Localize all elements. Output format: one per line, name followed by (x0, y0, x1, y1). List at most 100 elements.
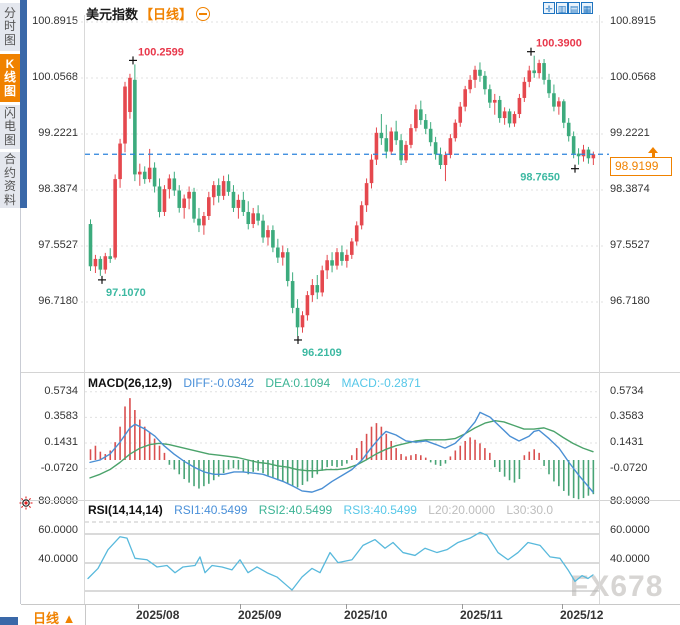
x-axis-line (21, 604, 680, 605)
rsi-line (87, 531, 594, 591)
candle-body (335, 252, 339, 266)
x-axis-month-label: 2025/12 (560, 608, 604, 622)
candle-body (354, 225, 359, 242)
rsi3-value: RSI3:40.5499 (343, 503, 417, 517)
candle-body (325, 260, 329, 271)
candle-body (468, 79, 472, 90)
candle-body (527, 70, 532, 82)
price-label: 100.8915 (610, 15, 656, 28)
candle-body (256, 213, 260, 221)
sidebar-tab-1[interactable]: 分时图 (0, 3, 20, 51)
candle-body (453, 122, 458, 139)
macd-header: MACD(26,12,9) DIFF:-0.0342 DEA:0.1094 MA… (88, 376, 421, 390)
macd-macd-value: MACD:-0.2871 (341, 376, 421, 390)
candle-body (202, 215, 206, 226)
panel-separator-macd-rsi (21, 500, 680, 501)
x-axis-tick (462, 604, 463, 609)
indicator-settings-icon[interactable] (19, 496, 33, 510)
main-gridlines (76, 21, 604, 303)
annotation-label: 98.7650 (520, 172, 560, 184)
candle-body (236, 199, 241, 208)
period-label: 日线 (33, 611, 60, 625)
candle-body (162, 189, 167, 212)
period-arrow-icon: ▲ (62, 611, 76, 625)
candle-body (207, 197, 211, 216)
rsi-scale-label: 60.0000 (38, 523, 78, 536)
candle-body (246, 211, 251, 225)
candle-body (276, 247, 280, 258)
x-axis-month-label: 2025/09 (238, 608, 282, 622)
candle-body (512, 114, 517, 124)
candle-body (443, 154, 448, 166)
candle-body (285, 252, 290, 282)
sidebar-tab-3[interactable]: 闪电图 (0, 105, 20, 149)
candle-body (374, 132, 379, 160)
candle-body (177, 190, 182, 208)
macd-scale-label: 0.3583 (610, 410, 644, 423)
x-axis-tick (240, 604, 241, 609)
x-axis-month-label: 2025/08 (136, 608, 180, 622)
candle-body (438, 154, 443, 166)
candle-body (571, 136, 576, 154)
candle-body (581, 149, 586, 157)
price-label: 99.2221 (610, 127, 650, 140)
price-label: 98.3874 (38, 183, 78, 195)
candle-body (566, 122, 571, 137)
layout-indicator-icon[interactable]: ▤ (568, 2, 580, 14)
sidebar-tab-4[interactable]: 合约资料 (0, 152, 20, 208)
rsi-scale-label: 40.0000 (610, 552, 650, 565)
candle-body (187, 191, 191, 199)
rsi-name: RSI(14,14,14) (88, 503, 163, 517)
candle-body (197, 218, 201, 226)
candlesticks (88, 55, 596, 336)
candle-body (138, 171, 142, 175)
candle-body (345, 254, 349, 261)
price-label: 100.0568 (610, 71, 656, 84)
macd-diff-line (89, 411, 594, 493)
macd-scale-label: 0.5734 (44, 384, 78, 397)
candle-body (88, 224, 93, 267)
price-up-arrow-icon (648, 147, 658, 157)
period-selector-button[interactable]: 日线 ▲ (33, 608, 76, 625)
watermark: FX678 (570, 570, 664, 603)
candle-body (157, 186, 162, 212)
candle-body (266, 230, 270, 238)
candle-body (394, 131, 398, 141)
candle-body (113, 179, 117, 258)
candle-body (507, 111, 512, 124)
candle-body (384, 138, 389, 152)
candle-body (488, 89, 492, 103)
collapse-icon[interactable] (196, 7, 211, 21)
candle-body (280, 252, 285, 258)
macd-diff-value: DIFF:-0.0342 (183, 376, 255, 390)
price-label: 97.5527 (38, 238, 78, 251)
candle-body (517, 97, 522, 115)
candle-body (364, 183, 369, 206)
candle-body (483, 75, 487, 90)
annotation-label: 100.2599 (138, 46, 184, 58)
candle-body (300, 315, 305, 328)
candle-body (547, 79, 551, 94)
layout-main-icon[interactable]: ▥ (556, 2, 568, 14)
candle-body (251, 213, 255, 225)
candle-body (271, 230, 275, 248)
candle-body (423, 120, 428, 129)
candle-body (419, 109, 423, 121)
sidebar-tab-2[interactable]: K线图 (0, 54, 20, 102)
candle-body (108, 256, 113, 259)
candle-body (537, 63, 541, 74)
sidebar-divider (20, 208, 21, 604)
layout-expand-icon[interactable]: ▦ (581, 2, 593, 14)
candle-body (241, 199, 246, 212)
macd-scale-label: -0.0720 (610, 461, 648, 474)
macd-name: MACD(26,12,9) (88, 376, 173, 390)
crosshair-move-icon[interactable]: ✛ (543, 2, 555, 14)
candle-body (340, 252, 344, 261)
rsi-scale-label: 80.0000 (610, 495, 650, 507)
price-label: 99.2221 (38, 127, 78, 140)
candle-body (192, 191, 196, 219)
macd-scale-label: 0.1431 (610, 435, 644, 448)
candle-body (404, 144, 408, 161)
candle-body (478, 69, 482, 76)
candle-body (221, 181, 226, 196)
